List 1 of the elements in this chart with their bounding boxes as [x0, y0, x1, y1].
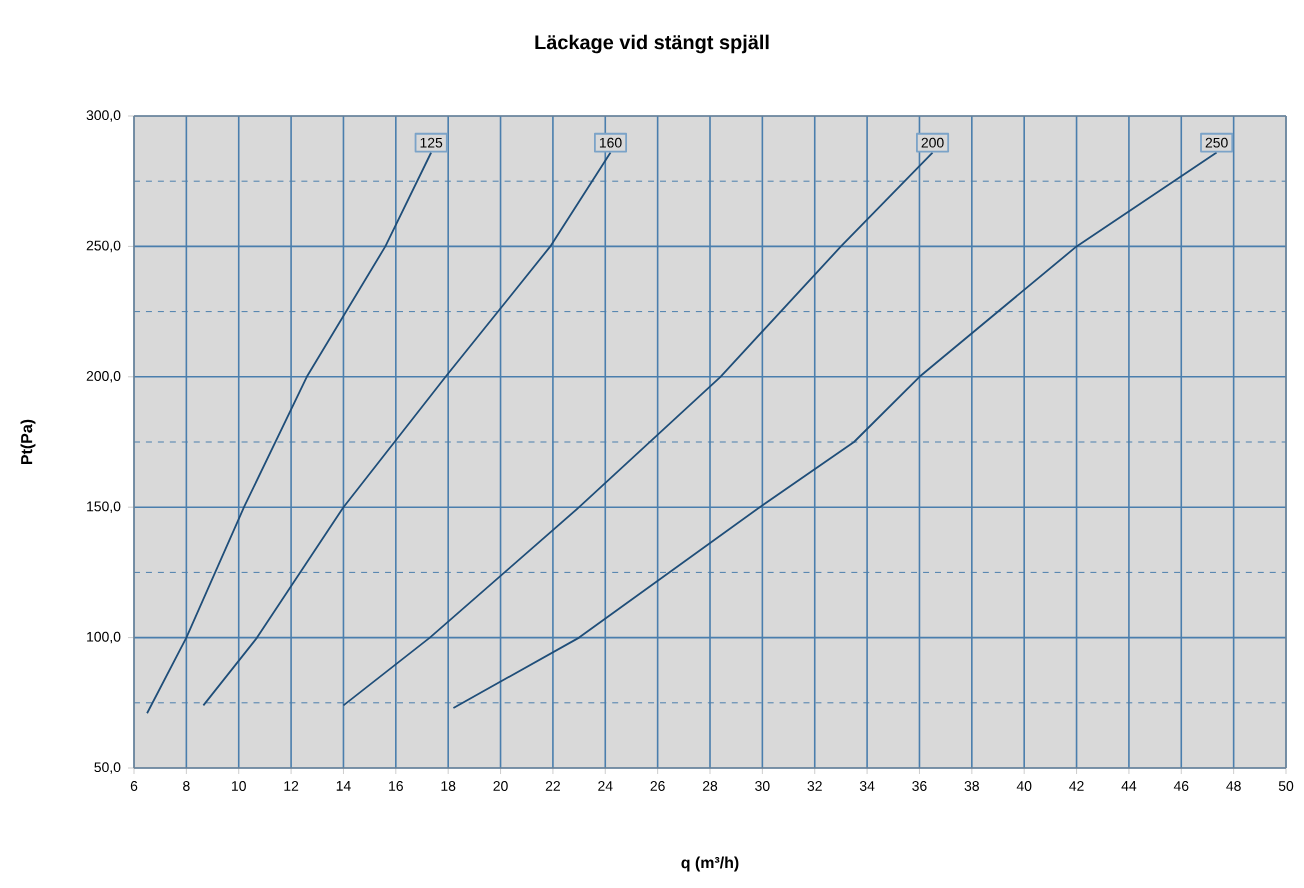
chart-title: Läckage vid stängt spjäll	[535, 34, 769, 54]
